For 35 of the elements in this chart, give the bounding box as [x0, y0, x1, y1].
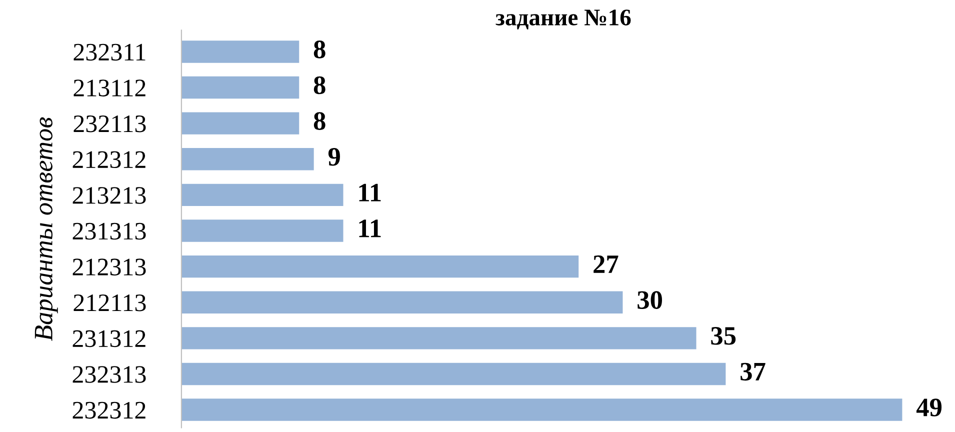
- data-label: 8: [314, 112, 326, 130]
- data-label: 37: [740, 362, 766, 381]
- bar: [181, 255, 579, 278]
- bar: [181, 76, 300, 99]
- chart-title: задание №16: [496, 10, 631, 30]
- data-label: 8: [314, 40, 326, 58]
- y-tick-label: 232113: [74, 115, 146, 132]
- y-tick-label: 231312: [72, 330, 146, 348]
- data-label: 11: [359, 184, 381, 202]
- bar: [181, 112, 300, 134]
- y-tick-label: 212313: [72, 258, 146, 276]
- bar: [181, 362, 726, 386]
- y-tick-label: 213213: [72, 187, 146, 204]
- data-label: 11: [359, 220, 381, 238]
- data-label: 30: [638, 291, 662, 309]
- y-tick-label: 212312: [72, 151, 146, 168]
- bar: [181, 148, 314, 170]
- bar: [181, 40, 300, 63]
- data-label: 35: [711, 327, 736, 345]
- bar: [181, 327, 696, 350]
- data-label: 49: [916, 398, 942, 416]
- bar: [181, 220, 344, 242]
- bar: [181, 291, 623, 314]
- data-label: 8: [314, 76, 326, 94]
- y-tick-label: 232312: [72, 402, 146, 419]
- bar: [181, 398, 902, 421]
- y-tick-label: 213112: [74, 80, 146, 96]
- bar: [181, 184, 344, 206]
- y-axis-title: Варианты ответов: [34, 117, 58, 341]
- y-tick-label: 232311: [74, 44, 146, 61]
- data-label: 9: [328, 148, 340, 166]
- y-tick-label: 231313: [72, 222, 146, 240]
- y-tick-label: 232313: [72, 366, 146, 383]
- data-label: 27: [594, 255, 618, 273]
- y-tick-label: 212113: [74, 294, 146, 312]
